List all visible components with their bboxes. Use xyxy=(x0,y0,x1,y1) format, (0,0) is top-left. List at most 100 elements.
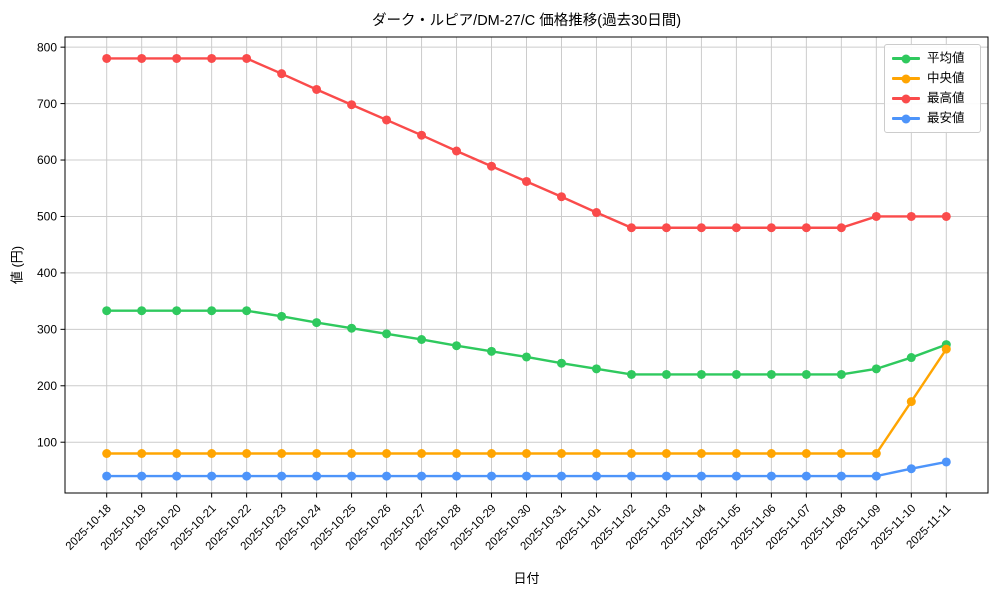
series-average-marker xyxy=(556,358,566,368)
y-axis-label: 値 (円) xyxy=(9,245,25,285)
series-average-marker xyxy=(102,306,112,316)
y-tick-label: 400 xyxy=(37,266,57,280)
series-max-marker xyxy=(836,223,846,233)
series-max-marker xyxy=(941,211,951,221)
series-average-marker xyxy=(172,306,182,316)
legend-marker-median xyxy=(901,74,911,83)
series-average-marker xyxy=(661,369,671,379)
series-min-marker xyxy=(487,471,497,481)
series-max-marker xyxy=(417,130,427,140)
series-average xyxy=(102,306,951,379)
series-median-marker xyxy=(836,448,846,458)
series-min-marker xyxy=(836,471,846,481)
series-average-marker xyxy=(731,369,741,379)
legend: 平均値中央値最高値最安値 xyxy=(884,44,981,133)
series-min-marker xyxy=(696,471,706,481)
legend-item-min: 最安値 xyxy=(892,111,973,126)
legend-item-max: 最高値 xyxy=(892,91,973,106)
series-average-marker xyxy=(137,306,147,316)
series-average-marker xyxy=(347,323,357,333)
series-average-marker xyxy=(906,353,916,363)
series-average-marker xyxy=(312,318,322,328)
series-max-marker xyxy=(312,84,322,94)
series-average-marker xyxy=(382,329,392,339)
series-min-marker xyxy=(137,471,147,481)
series-max-marker xyxy=(242,53,252,63)
y-tick-label: 500 xyxy=(37,210,57,224)
legend-label-min: 最安値 xyxy=(927,111,965,125)
series-max-marker xyxy=(766,223,776,233)
series-median-marker xyxy=(452,448,462,458)
grid xyxy=(65,37,988,493)
series-median-marker xyxy=(522,448,531,458)
series-median-marker xyxy=(102,448,112,458)
axis-ticks xyxy=(60,46,947,498)
series-average-marker xyxy=(452,341,462,351)
series-median-marker xyxy=(347,448,357,458)
series-median-marker xyxy=(731,448,741,458)
series-max-marker xyxy=(207,53,217,63)
series-max-marker xyxy=(102,53,112,63)
legend-label-average: 平均値 xyxy=(927,51,965,65)
series-min-marker xyxy=(242,471,252,481)
series-average-marker xyxy=(242,306,252,316)
series-average-marker xyxy=(836,369,846,379)
series-average-marker xyxy=(766,369,776,379)
legend-label-median: 中央値 xyxy=(927,71,965,85)
series-max-marker xyxy=(487,161,497,171)
series-min-marker xyxy=(417,471,427,481)
series-max-marker xyxy=(906,211,916,221)
series-median-marker xyxy=(242,448,252,458)
y-tick-label: 300 xyxy=(37,323,57,337)
series-min-marker xyxy=(277,471,287,481)
y-tick-label: 100 xyxy=(37,435,57,449)
series-median-marker xyxy=(906,397,916,407)
series-median-marker xyxy=(207,448,217,458)
series-max-marker xyxy=(661,223,671,233)
series-min-marker xyxy=(906,464,916,474)
series-median-marker xyxy=(417,448,427,458)
y-tick-label: 600 xyxy=(37,153,57,167)
series-min-marker xyxy=(766,471,776,481)
series-min-marker xyxy=(207,471,217,481)
legend-label-max: 最高値 xyxy=(927,91,965,105)
series-median-marker xyxy=(941,344,951,354)
series-min-marker xyxy=(731,471,741,481)
series-average-marker xyxy=(871,364,881,374)
series-max-marker xyxy=(556,192,566,202)
series-median-marker xyxy=(591,448,601,458)
series-min-marker xyxy=(871,471,881,481)
series-max-marker xyxy=(731,223,741,233)
series-median-marker xyxy=(277,448,287,458)
series-median-marker xyxy=(487,448,497,458)
series-max-marker xyxy=(382,115,392,125)
legend-marker-min xyxy=(901,114,911,123)
y-tick-label: 800 xyxy=(37,40,57,54)
series-average-marker xyxy=(522,352,531,362)
series-max-marker xyxy=(137,53,147,63)
series-average-marker xyxy=(591,364,601,374)
series-median-marker xyxy=(766,448,776,458)
legend-marker-max xyxy=(901,94,911,103)
series-min-marker xyxy=(801,471,811,481)
y-tick-label: 200 xyxy=(37,379,57,393)
series-max-marker xyxy=(801,223,811,233)
series-median-marker xyxy=(626,448,636,458)
series-median-marker xyxy=(696,448,706,458)
series-min-marker xyxy=(661,471,671,481)
series-average-marker xyxy=(417,334,427,344)
series-median-marker xyxy=(556,448,566,458)
series-min-marker xyxy=(556,471,566,481)
series-max-marker xyxy=(696,223,706,233)
series-min-marker xyxy=(522,471,531,481)
legend-line-max xyxy=(892,94,920,103)
legend-line-average xyxy=(892,54,920,63)
series-min-marker xyxy=(312,471,322,481)
series-min-marker xyxy=(172,471,182,481)
series-min xyxy=(102,457,951,481)
legend-line-median xyxy=(892,74,920,83)
series-max-marker xyxy=(452,146,462,156)
series-min-marker xyxy=(102,471,112,481)
series-min-marker xyxy=(382,471,392,481)
